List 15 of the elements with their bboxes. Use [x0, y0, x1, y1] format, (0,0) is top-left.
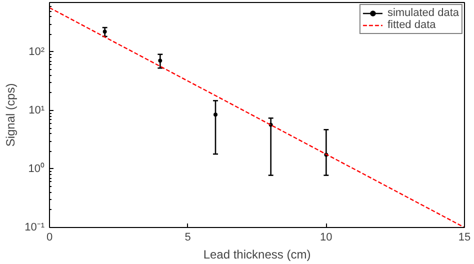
x-tick-label: 15: [458, 232, 471, 244]
y-tick-label: 10⁻¹: [24, 222, 45, 234]
point: [214, 112, 218, 117]
y-tick-label: 10¹: [28, 104, 45, 116]
x-tick-label: 5: [184, 232, 191, 244]
point: [102, 30, 107, 34]
x-tick-label: 0: [46, 232, 53, 244]
point: [158, 58, 162, 63]
y-tick-label: 10²: [28, 46, 45, 58]
x-axis-title: Lead thickness (cm): [203, 248, 311, 262]
legend-label: fitted data: [387, 19, 436, 31]
legend-label: simulated data: [387, 7, 459, 19]
y-axis-title: Signal (cps): [4, 83, 18, 147]
y-tick-label: 10⁰: [28, 162, 45, 175]
x-tick-label: 10: [320, 232, 332, 244]
